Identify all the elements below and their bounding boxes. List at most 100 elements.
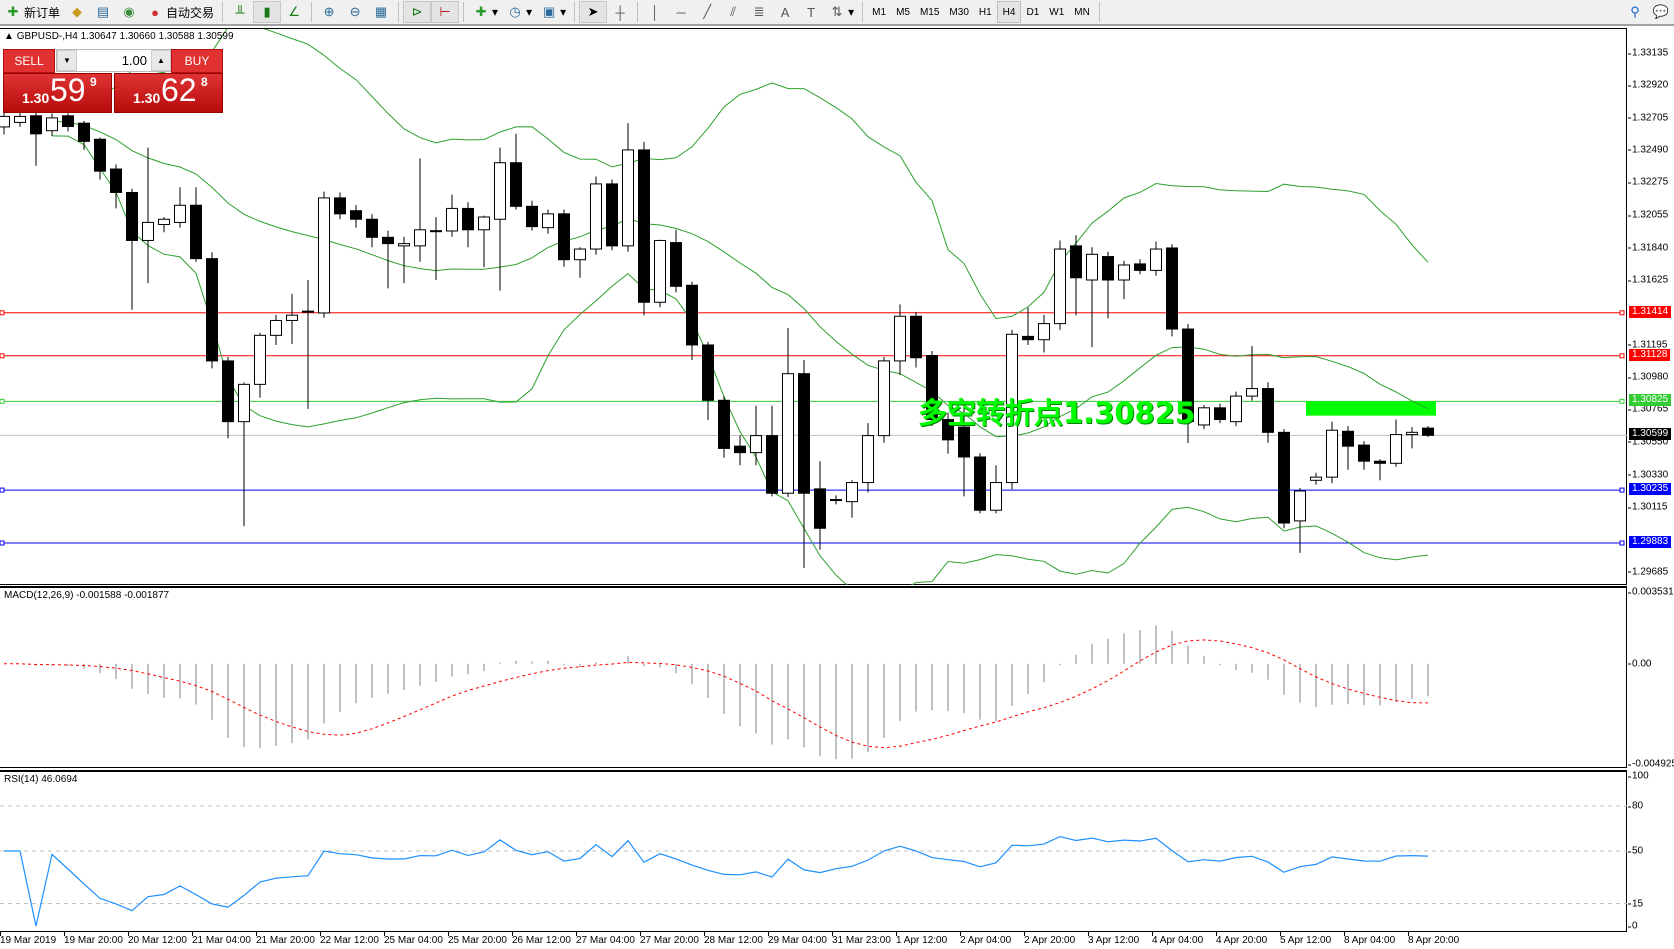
line-chart-button[interactable]: ∠ bbox=[281, 1, 307, 23]
chart-shift-button[interactable]: ⊢ bbox=[431, 1, 460, 23]
periods-button[interactable]: ◷ ▾ bbox=[502, 1, 536, 23]
buy-price[interactable]: 1.30 62 8 bbox=[114, 72, 223, 113]
time-tick-label: 31 Mar 23:00 bbox=[832, 932, 891, 946]
timeframe-m30[interactable]: M30 bbox=[949, 6, 969, 18]
rsi-tick-label: 100 bbox=[1628, 770, 1649, 782]
line-anchor bbox=[0, 487, 5, 493]
time-axis[interactable]: 19 Mar 2019 19 Mar 20:00 20 Mar 12:00 21 Ma… bbox=[0, 932, 1627, 949]
sell-button[interactable]: SELL bbox=[3, 49, 55, 73]
macd-tick-label: 0.003531 bbox=[1628, 586, 1674, 598]
rsi-axis: 100 80 50 15 0 bbox=[1627, 770, 1674, 932]
time-tick-label: 2 Apr 04:00 bbox=[960, 932, 1012, 946]
bullish-candle bbox=[862, 435, 874, 484]
history-button[interactable]: ◆ bbox=[64, 1, 90, 23]
autoscroll-button[interactable]: ⊳ bbox=[403, 1, 432, 23]
bullish-candle bbox=[1038, 323, 1050, 341]
tile-windows-button[interactable]: ▦ bbox=[368, 1, 394, 23]
vertical-line-button[interactable]: │ bbox=[642, 1, 668, 23]
buy-button[interactable]: BUY bbox=[171, 49, 223, 73]
time-tick-label: 29 Mar 04:00 bbox=[768, 932, 827, 946]
text-icon: A bbox=[780, 4, 790, 20]
bearish-candle bbox=[510, 162, 522, 207]
fibonacci-button[interactable]: ≣ bbox=[746, 1, 772, 23]
sell-price[interactable]: 1.30 59 9 bbox=[3, 72, 112, 113]
line-anchor bbox=[1619, 540, 1625, 546]
cursor-button[interactable]: ➤ bbox=[579, 1, 608, 23]
time-tick-label: 5 Apr 12:00 bbox=[1280, 932, 1332, 946]
timeframe-d1[interactable]: D1 bbox=[1026, 6, 1040, 18]
chat-button[interactable]: 💬 bbox=[1648, 1, 1674, 23]
bullish-candle bbox=[142, 221, 154, 241]
macd-axis: 0.003531 0.00 -0.004925 bbox=[1627, 586, 1674, 770]
timeframe-m1[interactable]: M1 bbox=[872, 6, 887, 18]
time-tick-label: 2 Apr 20:00 bbox=[1024, 932, 1076, 946]
time-tick-label: 20 Mar 12:00 bbox=[128, 932, 187, 946]
cursor-icon: ➤ bbox=[587, 4, 599, 19]
bullish-candle bbox=[238, 383, 250, 423]
timeframe-h4[interactable]: H4 bbox=[996, 1, 1022, 23]
rsi-line bbox=[4, 835, 1429, 927]
separator bbox=[463, 2, 465, 22]
timeframe-mn[interactable]: MN bbox=[1074, 6, 1090, 18]
timeframe-m15[interactable]: M15 bbox=[919, 6, 940, 18]
market-watch-icon: ▤ bbox=[96, 4, 110, 19]
time-tick-label: 28 Mar 12:00 bbox=[704, 932, 763, 946]
zoom-out-button[interactable]: ⊖ bbox=[342, 1, 368, 23]
price-tick-label: 1.32920 bbox=[1627, 79, 1669, 91]
bearish-candle bbox=[190, 204, 202, 260]
bullish-candle bbox=[46, 117, 58, 132]
bearish-candle bbox=[382, 236, 394, 245]
timeframe-m5[interactable]: M5 bbox=[896, 6, 910, 18]
collapse-triangle-icon[interactable]: ▲ bbox=[4, 31, 14, 42]
bullish-candle bbox=[414, 229, 426, 247]
price-chart-pane[interactable]: ▲ GBPUSD-,H4 1.30647 1.30660 1.30588 1.3… bbox=[0, 28, 1627, 585]
indicators-button[interactable]: ✚ ▾ bbox=[468, 1, 502, 23]
lot-decrease-button[interactable]: ▼ bbox=[57, 50, 77, 71]
timeframe-w1[interactable]: W1 bbox=[1049, 6, 1065, 18]
equidistant-channel-button[interactable]: ⫽ bbox=[720, 1, 746, 23]
bearish-candle bbox=[958, 426, 970, 458]
bearish-candle bbox=[366, 218, 378, 238]
signals-button[interactable]: ◉ bbox=[116, 1, 142, 23]
annotation-text[interactable]: 多空转折点1.30825 bbox=[918, 396, 1196, 431]
bar-chart-button[interactable]: ╨ bbox=[227, 1, 253, 23]
separator bbox=[1098, 2, 1100, 22]
bullish-candle bbox=[894, 315, 906, 362]
candlestick-button[interactable]: ▮ bbox=[253, 1, 282, 23]
market-watch-button[interactable]: ▤ bbox=[90, 1, 116, 23]
rsi-pane[interactable]: RSI(14) 46.0694 bbox=[0, 770, 1627, 932]
bearish-candle bbox=[718, 399, 730, 449]
zoom-in-button[interactable]: ⊕ bbox=[316, 1, 342, 23]
macd-pane[interactable]: MACD(12,26,9) -0.001588 -0.001877 bbox=[0, 586, 1627, 768]
chart-shift-icon: ⊢ bbox=[439, 4, 451, 19]
timeframe-h1[interactable]: H1 bbox=[978, 6, 992, 18]
rsi-tick-label: 50 bbox=[1627, 845, 1644, 857]
search-button[interactable]: ⚲ bbox=[1622, 1, 1648, 23]
line-anchor bbox=[0, 310, 5, 316]
price-axis[interactable]: 1.33135 1.32920 1.32705 1.32490 1.32275 1.320… bbox=[1627, 28, 1674, 585]
time-tick-label: 27 Mar 04:00 bbox=[576, 932, 635, 946]
arrows-button[interactable]: ⇅ ▾ bbox=[824, 1, 858, 23]
lot-increase-button[interactable]: ▲ bbox=[151, 50, 171, 71]
bearish-candle bbox=[1134, 263, 1146, 271]
price-tick-label: 1.32275 bbox=[1627, 176, 1669, 188]
price-chart[interactable] bbox=[0, 29, 1627, 585]
price-tick-label: 1.29685 bbox=[1627, 566, 1669, 578]
bullish-candle bbox=[270, 319, 282, 336]
text-button[interactable]: A bbox=[772, 1, 798, 23]
templates-button[interactable]: ▣ ▾ bbox=[536, 1, 570, 23]
bearish-candle bbox=[1070, 245, 1082, 279]
lot-size-input[interactable]: 1.00 bbox=[121, 53, 147, 68]
new-order-button[interactable]: ✚ 新订单 bbox=[0, 1, 64, 23]
auto-trading-button[interactable]: ● 自动交易 bbox=[142, 1, 218, 23]
line-anchor bbox=[1619, 310, 1625, 316]
trendline-button[interactable]: ╱ bbox=[694, 1, 720, 23]
rsi-title: RSI(14) 46.0694 bbox=[4, 774, 78, 785]
bearish-candle bbox=[638, 149, 650, 303]
candlestick-icon: ▮ bbox=[263, 4, 271, 19]
crosshair-button[interactable]: ┼ bbox=[607, 1, 633, 23]
rsi-tick-label: 0 bbox=[1628, 920, 1638, 932]
horizontal-line-button[interactable]: ─ bbox=[668, 1, 694, 23]
text-label-button[interactable]: T bbox=[798, 1, 824, 23]
search-icon: ⚲ bbox=[1630, 4, 1640, 19]
